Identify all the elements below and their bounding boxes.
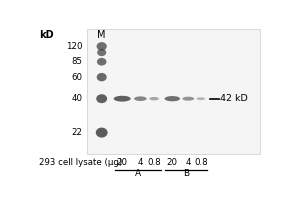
Ellipse shape <box>114 96 131 102</box>
Text: 0.8: 0.8 <box>147 158 161 167</box>
Ellipse shape <box>196 97 205 100</box>
Ellipse shape <box>165 96 180 101</box>
Text: 22: 22 <box>71 128 82 137</box>
Text: 4: 4 <box>186 158 191 167</box>
Ellipse shape <box>96 128 108 138</box>
Text: 0.8: 0.8 <box>194 158 208 167</box>
Text: 20: 20 <box>117 158 128 167</box>
Ellipse shape <box>97 58 106 66</box>
Text: M: M <box>97 30 106 40</box>
Text: A: A <box>135 169 141 178</box>
Text: 293 cell lysate (μg): 293 cell lysate (μg) <box>39 158 122 167</box>
Ellipse shape <box>134 96 147 101</box>
Text: 40: 40 <box>71 94 82 103</box>
Ellipse shape <box>96 42 107 51</box>
Text: 20: 20 <box>167 158 178 167</box>
Text: 85: 85 <box>71 57 82 66</box>
Text: 120: 120 <box>66 42 82 51</box>
Ellipse shape <box>96 94 107 103</box>
Ellipse shape <box>182 97 194 101</box>
Ellipse shape <box>149 97 159 100</box>
Text: kD: kD <box>39 30 54 40</box>
FancyBboxPatch shape <box>87 29 260 154</box>
Text: 42 kD: 42 kD <box>220 94 248 103</box>
Text: 60: 60 <box>71 73 82 82</box>
Ellipse shape <box>97 49 106 56</box>
Text: 4: 4 <box>138 158 143 167</box>
Ellipse shape <box>97 73 107 81</box>
Text: B: B <box>184 169 190 178</box>
